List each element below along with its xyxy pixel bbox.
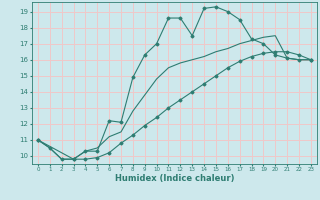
X-axis label: Humidex (Indice chaleur): Humidex (Indice chaleur) bbox=[115, 174, 234, 183]
